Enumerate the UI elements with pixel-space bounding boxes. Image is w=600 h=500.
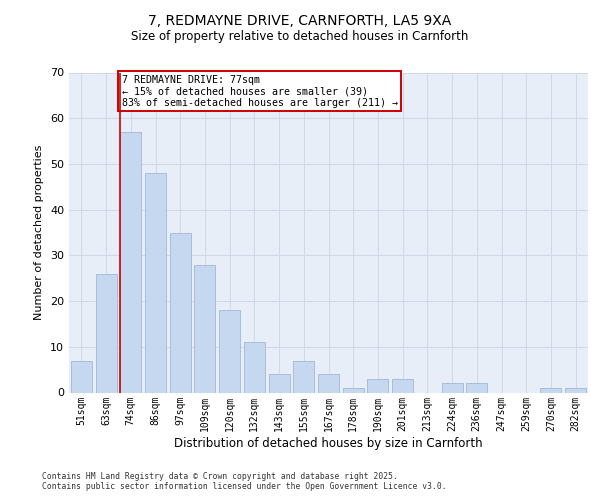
Bar xyxy=(194,264,215,392)
Bar xyxy=(170,232,191,392)
Bar xyxy=(120,132,141,392)
Bar xyxy=(293,360,314,392)
Text: Contains public sector information licensed under the Open Government Licence v3: Contains public sector information licen… xyxy=(42,482,446,491)
Bar xyxy=(219,310,240,392)
Text: Size of property relative to detached houses in Carnforth: Size of property relative to detached ho… xyxy=(131,30,469,43)
Bar xyxy=(565,388,586,392)
Bar xyxy=(541,388,562,392)
Bar xyxy=(95,274,116,392)
Bar xyxy=(145,173,166,392)
Bar xyxy=(269,374,290,392)
X-axis label: Distribution of detached houses by size in Carnforth: Distribution of detached houses by size … xyxy=(174,438,483,450)
Bar xyxy=(392,379,413,392)
Bar xyxy=(367,379,388,392)
Bar xyxy=(318,374,339,392)
Y-axis label: Number of detached properties: Number of detached properties xyxy=(34,145,44,320)
Text: 7 REDMAYNE DRIVE: 77sqm
← 15% of detached houses are smaller (39)
83% of semi-de: 7 REDMAYNE DRIVE: 77sqm ← 15% of detache… xyxy=(122,75,398,108)
Bar xyxy=(343,388,364,392)
Bar xyxy=(71,360,92,392)
Text: Contains HM Land Registry data © Crown copyright and database right 2025.: Contains HM Land Registry data © Crown c… xyxy=(42,472,398,481)
Text: 7, REDMAYNE DRIVE, CARNFORTH, LA5 9XA: 7, REDMAYNE DRIVE, CARNFORTH, LA5 9XA xyxy=(148,14,452,28)
Bar xyxy=(244,342,265,392)
Bar xyxy=(466,384,487,392)
Bar xyxy=(442,384,463,392)
